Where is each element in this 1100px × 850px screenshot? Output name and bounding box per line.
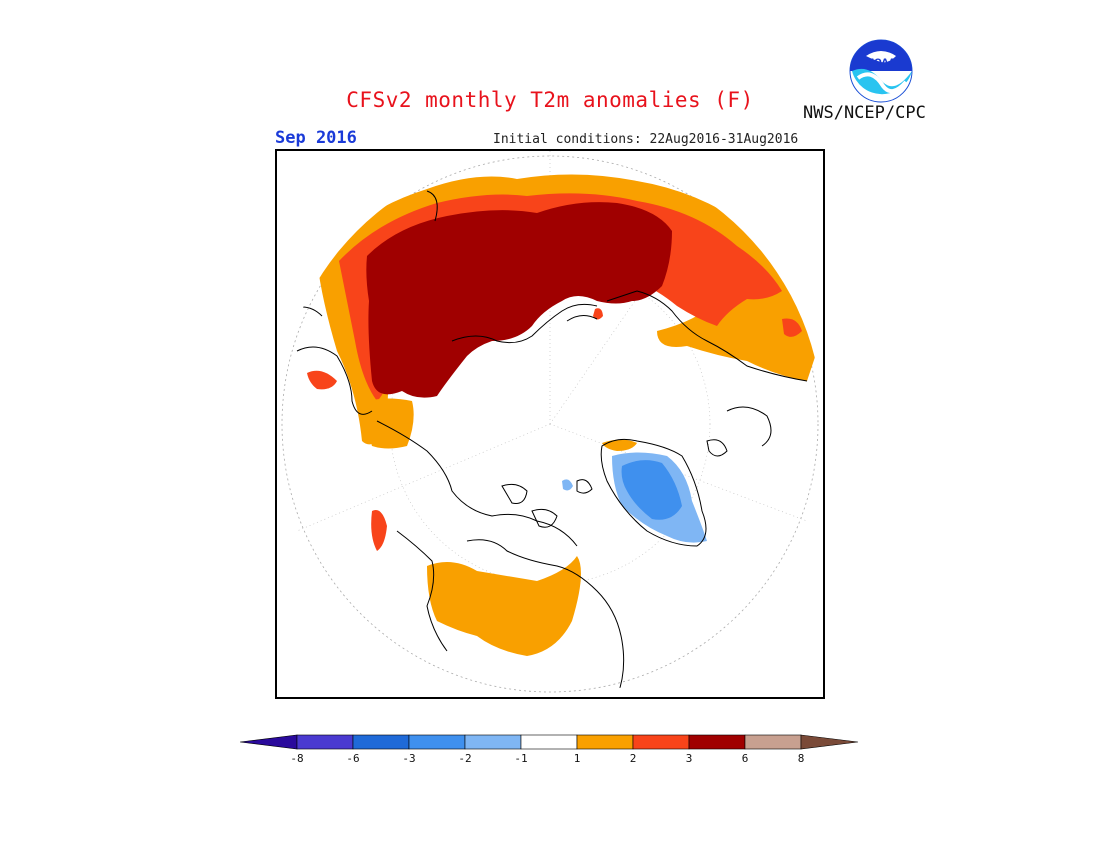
colorbar-bin [744,734,802,750]
anomaly-region-2to3F [593,308,603,320]
anomaly-region-3to6F [366,202,672,398]
valid-month-label: Sep 2016 [275,128,357,148]
colorbar-bin [688,734,746,750]
anomaly-region-1to2F [427,556,581,656]
colorbar-bin [800,734,859,750]
agency-label: NWS/NCEP/CPC [803,103,926,123]
anomaly-region-2to3F [371,510,387,551]
colorbar-tick-label: 1 [573,752,581,765]
meridian-line [549,423,808,522]
colorbar-bin [576,734,634,750]
colorbar-tick-label: 8 [797,752,805,765]
colorbar-bin [632,734,690,750]
map-title: CFSv2 monthly T2m anomalies (F) [346,88,754,112]
meridian-line [296,423,551,532]
anomaly-region-cool-1to2F [562,479,573,491]
noaa-logo-icon: NOAA [849,39,913,103]
colorbar-tick-label: -6 [346,752,360,765]
colorbar-tick-label: -3 [402,752,416,765]
colorbar-bin [296,734,354,750]
colorbar-graphic [239,734,859,750]
anomaly-region-2to3F [307,370,337,390]
anomaly-region-1to2F [366,398,414,449]
colorbar-bin [520,734,578,750]
colorbar-tick-label: 2 [629,752,637,765]
colorbar-tick-label: -1 [514,752,528,765]
anomaly-region-2to3F [782,318,802,337]
hemisphere-boundary [281,155,819,693]
colorbar-bin [464,734,522,750]
colorbar-tick-label: -8 [290,752,304,765]
colorbar-tick-label: 3 [685,752,693,765]
colorbar-bin [239,734,298,750]
coastlines [286,190,808,697]
noaa-logo-text: NOAA [867,58,896,68]
colorbar-bin [408,734,466,750]
colorbar-tick-label: 6 [741,752,749,765]
initial-conditions-label: Initial conditions: 22Aug2016-31Aug2016 [493,132,799,147]
colorbar [239,733,862,755]
polar-map [275,149,825,699]
polar-stereographic-map [281,151,819,697]
noaa-logo: NOAA [848,38,914,108]
colorbar-tick-label: -2 [458,752,472,765]
latitude-circle [389,263,711,585]
colorbar-bin [352,734,410,750]
anomaly-region-1to2F [602,439,637,451]
anomaly-region-cool-2to3F [621,460,682,520]
